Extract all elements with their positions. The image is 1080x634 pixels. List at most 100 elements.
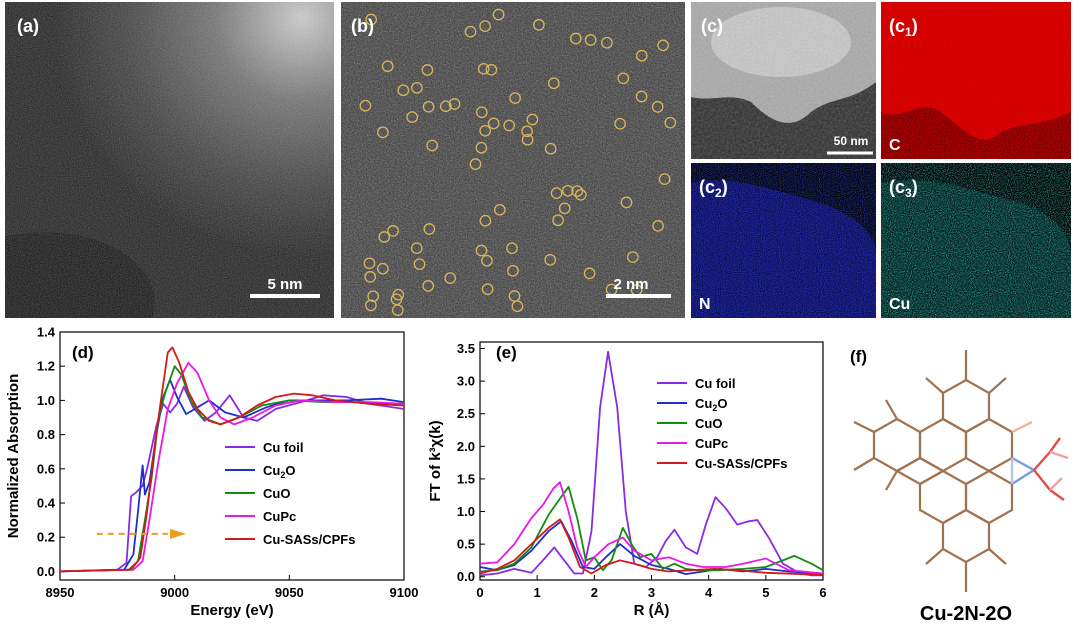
- atom-marker: [364, 271, 377, 283]
- y-tick-label: 1.0: [457, 504, 475, 519]
- atom-marker: [544, 142, 557, 155]
- atom-marker: [601, 36, 613, 49]
- y-tick-label: 0.6: [37, 461, 55, 476]
- atom-marker: [550, 187, 563, 199]
- panel-c2-label: (c2): [699, 177, 728, 200]
- legend-label: Cu2O: [263, 463, 295, 480]
- atom-marker: [479, 20, 491, 32]
- panel-c3-map-copper: (c3) Cu: [881, 163, 1071, 318]
- y-tick-label: 2.0: [457, 439, 475, 454]
- x-tick-label: 9000: [160, 585, 189, 600]
- panel-c3-label: (c3): [889, 177, 918, 200]
- x-tick-label: 8950: [46, 585, 75, 600]
- atom-marker: [410, 242, 423, 255]
- panel-d-xanes-chart: 8950 9000 9050 9100 0.0 0.2 0.4 0.6 0.8 1.0 1.2 1.4…: [5, 325, 419, 620]
- series-line-cu-foil: [479, 350, 823, 577]
- atom-marker: [378, 231, 391, 243]
- scale-label-b: 2 nm: [613, 276, 648, 293]
- atom-marker: [365, 299, 377, 312]
- atom-marker: [493, 203, 506, 216]
- atom-marker: [485, 63, 498, 76]
- atom-marker: [533, 19, 545, 31]
- atom-marker: [479, 214, 492, 227]
- series-line-cupc: [59, 361, 405, 573]
- legend-label: Cu-SASs/CPFs: [695, 456, 787, 471]
- panel-c1-map-carbon: (c1) C: [881, 2, 1071, 159]
- atom-marker: [464, 25, 477, 38]
- panel-c-micrograph: (c) 50 nm: [691, 2, 876, 159]
- x-axis-label: R (Å): [634, 602, 670, 619]
- atom-marker: [503, 119, 516, 132]
- x-tick-label: 9100: [390, 585, 419, 600]
- atom-marker: [387, 225, 399, 237]
- x-tick-label: 2: [591, 585, 598, 600]
- x-tick-label: 0: [476, 585, 483, 600]
- atom-marker: [444, 272, 457, 284]
- atom-marker: [507, 264, 519, 277]
- y-tick-label: 3.0: [457, 374, 475, 389]
- atom-marker: [574, 188, 587, 201]
- atom-marker: [617, 72, 630, 85]
- atom-marker: [426, 139, 439, 152]
- atom-marker: [475, 141, 488, 154]
- atom-marker: [365, 13, 378, 26]
- y-tick-label: 2.5: [457, 406, 475, 421]
- panel-f-molecule: (f) Cu-2N-2O: [850, 347, 1069, 625]
- legend-label: Cu foil: [695, 376, 735, 391]
- x-tick-label: 9050: [275, 585, 304, 600]
- y-tick-label: 0.5: [457, 537, 475, 552]
- x-tick-label: 6: [819, 585, 826, 600]
- legend-label: CuPc: [695, 436, 728, 451]
- atom-marker: [477, 62, 490, 75]
- panel-c1-label: (c1): [889, 16, 918, 39]
- atom-marker: [421, 64, 434, 76]
- atom-marker: [521, 133, 534, 146]
- atom-marker: [439, 100, 452, 113]
- atom-marker: [658, 173, 671, 185]
- atom-marker: [635, 90, 648, 103]
- legend-label: Cu-SASs/CPFs: [263, 532, 355, 547]
- panel-c-label: (c): [701, 16, 723, 36]
- plot-frame: [59, 331, 405, 581]
- y-axis-label: FT of k³χ(k): [427, 420, 444, 501]
- panel-c2-map-nitrogen: (c2) N: [691, 163, 876, 318]
- panel-e-exafs-chart: 0 1 2 3 4 5 6 0.0 0.5 1.0 1.5 2.0 2.5 3.0 3.5 R (Å) FT o…: [427, 341, 827, 619]
- x-tick-label: 5: [762, 585, 769, 600]
- scale-label-a: 5 nm: [267, 276, 302, 293]
- atom-marker: [481, 254, 493, 267]
- atom-marker: [406, 111, 419, 123]
- atom-marker: [635, 49, 648, 62]
- atom-marker: [620, 196, 633, 209]
- atom-marker: [584, 34, 597, 46]
- legend: Cu foil Cu2O CuO CuPc Cu-SASs/CPFs: [225, 440, 355, 547]
- atom-marker: [377, 126, 389, 139]
- x-tick-label: 3: [648, 585, 655, 600]
- atom-marker: [475, 244, 488, 257]
- panel-e-label: (e): [496, 343, 517, 362]
- atom-marker: [547, 77, 560, 90]
- atom-marker: [479, 124, 492, 137]
- atom-marker: [487, 117, 500, 130]
- atom-marker: [475, 106, 488, 119]
- element-label-n: N: [699, 296, 711, 313]
- y-tick-label: 1.4: [37, 325, 56, 340]
- panel-b-label: (b): [351, 16, 374, 36]
- legend-label: CuO: [263, 486, 290, 501]
- y-tick-label: 3.5: [457, 341, 475, 356]
- copper-center: [1010, 437, 1069, 501]
- series-line-cu-sass-cpfs: [479, 518, 824, 576]
- y-tick-label: 1.5: [457, 471, 475, 486]
- series-line-cu-sass-cpfs: [59, 346, 405, 573]
- y-tick-label: 0.2: [37, 530, 55, 545]
- atom-marker: [423, 223, 436, 235]
- scale-label-c: 50 nm: [834, 134, 869, 148]
- element-label-cu: Cu: [889, 296, 910, 313]
- edge-shift-arrowhead: [170, 528, 187, 539]
- atom-marker: [652, 220, 664, 232]
- element-label-c: C: [889, 137, 901, 154]
- atom-marker: [521, 125, 533, 138]
- atom-marker: [526, 113, 539, 126]
- atom-marker: [614, 117, 626, 130]
- atom-marker: [657, 39, 669, 52]
- atom-marker: [569, 32, 582, 45]
